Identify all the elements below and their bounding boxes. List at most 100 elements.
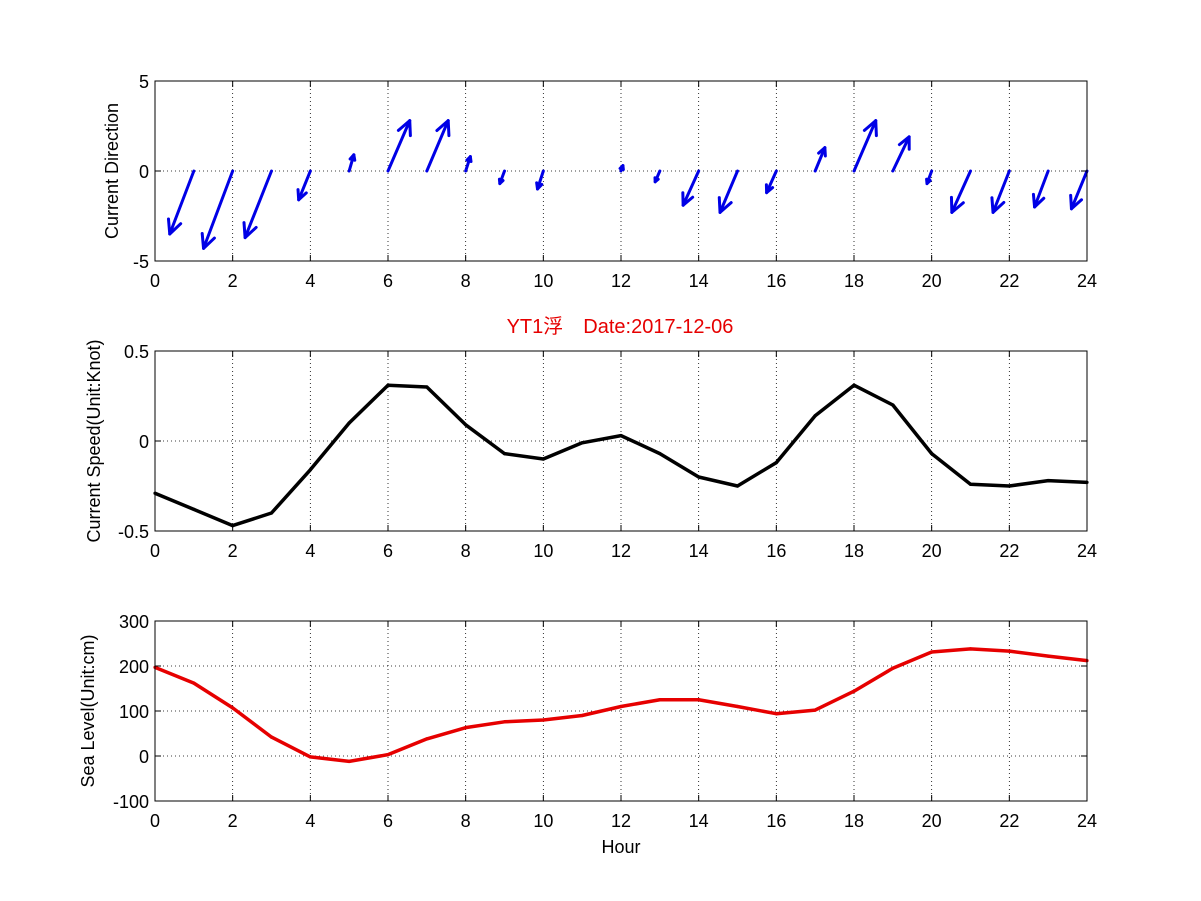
x-tick-label: 4 <box>305 271 315 291</box>
speed-data-point <box>308 468 312 472</box>
level-data-point <box>464 726 468 730</box>
speed-data-point <box>658 452 662 456</box>
current-vector-arrow <box>1031 169 1050 209</box>
level-data-point <box>852 689 856 693</box>
current-vector-arrow <box>925 169 934 186</box>
level-data-point <box>930 650 934 654</box>
y-tick-label: 100 <box>119 702 149 722</box>
level-data-point <box>735 704 740 709</box>
speed-data-point <box>968 482 973 486</box>
x-tick-label: 24 <box>1077 811 1097 831</box>
level-data-point <box>774 712 778 716</box>
speed-data-point <box>852 383 856 387</box>
x-tick-label: 8 <box>461 811 471 831</box>
x-tick-label: 20 <box>922 811 942 831</box>
chart-title: YT1浮 Date:2017-12-06 <box>507 315 734 338</box>
level-data-point <box>1007 649 1011 653</box>
current-vector-arrow <box>464 155 473 173</box>
speed-data-point <box>580 441 584 445</box>
current-vector-arrow <box>497 169 506 186</box>
x-tick-label: 6 <box>383 811 393 831</box>
current-vector-arrow <box>949 169 972 214</box>
x-tick-label: 12 <box>611 541 631 561</box>
x-tick-label: 22 <box>999 541 1019 561</box>
current-vector-arrow <box>852 119 878 173</box>
level-data-point <box>269 735 274 739</box>
y-axis-label: Current Direction <box>102 103 122 239</box>
x-tick-label: 16 <box>766 541 786 561</box>
y-tick-label: 0 <box>139 162 149 182</box>
current-vector-arrow <box>166 169 196 236</box>
y-tick-label: 200 <box>119 657 149 677</box>
current-vector-arrow <box>717 169 739 214</box>
x-tick-label: 24 <box>1077 541 1097 561</box>
x-axis-label: Hour <box>601 837 640 857</box>
y-tick-label: -100 <box>113 792 149 812</box>
current-vector-arrow <box>813 146 827 173</box>
speed-data-point <box>697 475 701 479</box>
x-tick-label: 2 <box>228 811 238 831</box>
current-vector-arrow <box>425 119 451 173</box>
x-tick-label: 0 <box>150 541 160 561</box>
level-data-point <box>502 720 507 724</box>
x-tick-label: 22 <box>999 811 1019 831</box>
x-tick-label: 18 <box>844 811 864 831</box>
y-tick-label: 0 <box>139 432 149 452</box>
speed-data-point <box>774 461 778 465</box>
level-data-point <box>1046 654 1050 658</box>
current-vector-arrow <box>535 169 545 191</box>
x-tick-label: 8 <box>461 541 471 561</box>
level-data-point <box>192 681 196 685</box>
x-tick-label: 8 <box>461 271 471 291</box>
x-tick-label: 2 <box>228 541 238 561</box>
speed-data-point <box>1007 484 1011 488</box>
level-data-point <box>968 647 973 651</box>
x-tick-label: 10 <box>533 541 553 561</box>
x-tick-label: 16 <box>766 271 786 291</box>
x-tick-label: 12 <box>611 811 631 831</box>
current-vector-arrow <box>242 169 273 240</box>
current-vector-arrow <box>347 153 357 173</box>
x-tick-label: 14 <box>689 541 709 561</box>
x-tick-label: 10 <box>533 811 553 831</box>
current-vector-arrow <box>386 119 412 173</box>
y-axis-label: Sea Level(Unit:cm) <box>78 634 98 787</box>
y-axis-label: Current Speed(Unit:Knot) <box>84 339 104 542</box>
speed-data-point <box>502 452 507 456</box>
level-data-point <box>541 718 545 722</box>
x-tick-label: 20 <box>922 271 942 291</box>
speed-data-point <box>891 403 895 407</box>
level-data-point <box>425 737 429 741</box>
level-data-point <box>580 713 584 718</box>
speed-data-point <box>1046 479 1050 483</box>
level-data-point <box>308 755 312 759</box>
current-vector-arrow <box>296 169 312 202</box>
speed-data-point <box>192 507 196 511</box>
y-tick-label: -5 <box>133 252 149 272</box>
current-vector-arrow <box>681 169 701 207</box>
speed-data-point <box>813 414 817 418</box>
speed-data-point <box>386 383 390 387</box>
level-data-point <box>813 708 817 712</box>
x-tick-label: 18 <box>844 271 864 291</box>
level-data-point <box>891 666 895 670</box>
x-tick-label: 6 <box>383 271 393 291</box>
y-tick-label: 300 <box>119 612 149 632</box>
level-data-point <box>347 759 351 764</box>
level-data-point <box>658 698 662 702</box>
current-vector-arrow <box>653 169 662 184</box>
x-tick-label: 10 <box>533 271 553 291</box>
x-tick-label: 24 <box>1077 271 1097 291</box>
speed-data-point <box>930 452 934 456</box>
x-tick-label: 22 <box>999 271 1019 291</box>
x-tick-label: 12 <box>611 271 631 291</box>
current-vector-arrow <box>990 169 1011 214</box>
current-vector-arrow <box>618 164 625 173</box>
level-data-point <box>231 706 235 710</box>
x-tick-label: 14 <box>689 811 709 831</box>
speed-data-point <box>425 385 429 389</box>
